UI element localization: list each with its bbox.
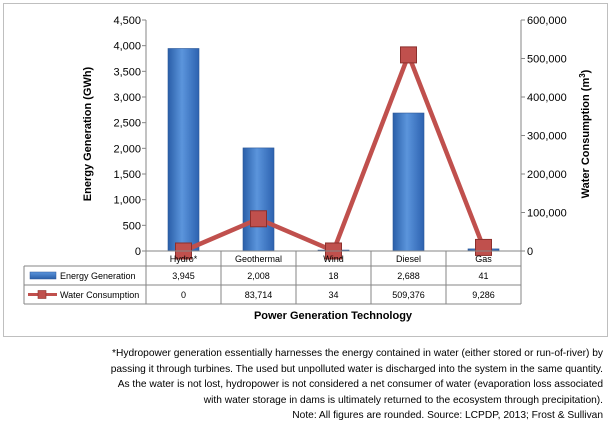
- bars: [167, 48, 500, 252]
- bar-hydro: [167, 48, 200, 252]
- category-label: Diesel: [396, 254, 421, 264]
- table-cell-energy: 3,945: [172, 271, 195, 281]
- water-consumption-line: [182, 52, 486, 254]
- caption-line: *Hydropower generation essentially harne…: [112, 348, 603, 359]
- legend-line-marker: [37, 290, 47, 299]
- right-tick-label: 600,000: [527, 15, 567, 27]
- table-cell-water: 9,286: [472, 290, 495, 300]
- water-line: [175, 46, 492, 260]
- x-axis-label: Power Generation Technology: [254, 310, 413, 322]
- caption: *Hydropower generation essentially harne…: [10, 346, 603, 424]
- table-cell-water: 0: [181, 290, 186, 300]
- water-marker-geothermal: [250, 210, 267, 228]
- right-axis-label: Water Consumption (m3): [578, 69, 593, 198]
- table-cell-energy: 2,008: [247, 271, 270, 281]
- left-tick-label: 500: [123, 220, 141, 232]
- table-cell-energy: 41: [478, 271, 488, 281]
- axes: [145, 20, 522, 252]
- right-axis-ticks: 0 100,000 200,000 300,000 400,000 500,000 600,…: [521, 15, 567, 258]
- bar-geothermal: [242, 147, 275, 252]
- left-tick-label: 0: [135, 246, 141, 258]
- right-tick-label: 400,000: [527, 92, 567, 104]
- right-tick-label: 100,000: [527, 208, 567, 220]
- right-tick-label: 0: [527, 246, 533, 258]
- category-label: Gas: [475, 254, 492, 264]
- left-tick-label: 2,500: [113, 118, 141, 130]
- left-tick-label: 4,500: [113, 15, 141, 27]
- right-tick-label: 500,000: [527, 54, 567, 66]
- table-cell-water: 34: [328, 290, 338, 300]
- left-tick-label: 4,000: [113, 41, 141, 53]
- left-tick-label: 1,500: [113, 169, 141, 181]
- table-cell-energy: 2,688: [397, 271, 420, 281]
- water-marker-diesel: [400, 46, 417, 64]
- table-cell-water: 83,714: [245, 290, 273, 300]
- data-table: Hydro* Geothermal Wind Diesel Gas Energy Gene…: [23, 250, 522, 305]
- category-label: Geothermal: [235, 254, 282, 264]
- left-axis-label: Energy Generation (GWh): [82, 66, 94, 201]
- legend-water-label: Water Consumption: [60, 290, 139, 300]
- table-cell-water: 509,376: [392, 290, 425, 300]
- caption-line: As the water is not lost, hydropower is …: [117, 379, 603, 391]
- left-axis-ticks: 0 500 1,000 1,500 2,000 2,500 3,000 3,500 4,000 4…: [113, 15, 146, 258]
- energy-water-chart: 0 500 1,000 1,500 2,000 2,500 3,000 3,500 4,000 4…: [23, 15, 593, 322]
- left-tick-label: 3,500: [113, 66, 141, 78]
- table-cell-energy: 18: [328, 271, 338, 281]
- left-tick-label: 1,000: [113, 195, 141, 207]
- category-label: Hydro*: [170, 254, 198, 264]
- bar-diesel: [392, 112, 425, 252]
- legend-energy-label: Energy Generation: [60, 271, 136, 281]
- caption-line: passing it through turbines. The used bu…: [110, 363, 603, 375]
- caption-line: with water storage in dams is ultimately…: [203, 394, 603, 406]
- chart-frame: [3, 3, 608, 337]
- legend-bar-swatch: [29, 271, 57, 280]
- left-tick-label: 3,000: [113, 92, 141, 104]
- right-tick-label: 300,000: [527, 131, 567, 143]
- category-label: Wind: [323, 254, 344, 264]
- left-tick-label: 2,000: [113, 143, 141, 155]
- caption-line: Note: All figures are rounded. Source: L…: [292, 410, 603, 422]
- right-tick-label: 200,000: [527, 169, 567, 181]
